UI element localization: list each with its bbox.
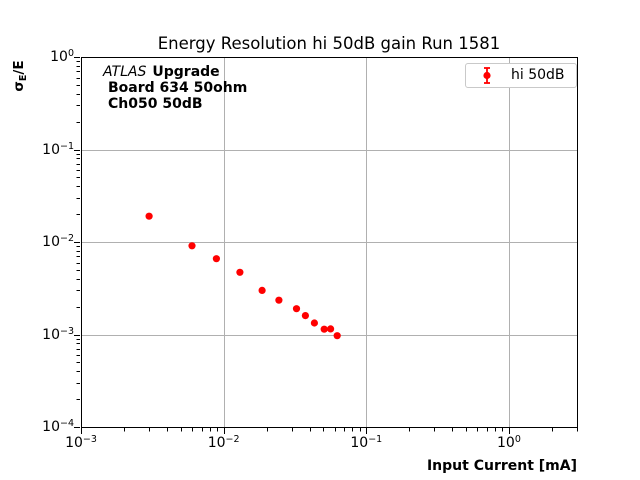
- chart-title: Energy Resolution hi 50dB gain Run 1581: [157, 34, 501, 53]
- ylabel-rest: /E: [11, 60, 27, 75]
- annotation-line-1: ATLAS Upgrade: [103, 64, 247, 80]
- data-point: [310, 319, 318, 327]
- ytick-label: 10−1: [42, 140, 74, 158]
- ylabel-subscript: E: [18, 74, 29, 82]
- data-point: [327, 325, 335, 333]
- data-point: [188, 242, 196, 250]
- annotation-atlas: ATLAS: [103, 64, 147, 80]
- data-point: [145, 212, 153, 220]
- data-point: [320, 325, 328, 333]
- data-point: [292, 305, 301, 313]
- data-point: [236, 268, 244, 276]
- xtick-label: 10−1: [350, 434, 383, 451]
- data-point: [333, 332, 341, 340]
- xtick-label: 10−3: [65, 434, 97, 451]
- errorbar-marker-icon: [483, 67, 491, 84]
- annotation-upgrade: Upgrade: [152, 64, 220, 80]
- ytick-label: 10−4: [42, 418, 74, 435]
- data-point: [301, 312, 309, 320]
- xtick-label: 10−2: [207, 434, 240, 451]
- ytick-label: 100: [50, 48, 74, 65]
- ytick-label: 10−2: [42, 233, 74, 250]
- xtick-label: 100: [497, 434, 521, 451]
- ytick-label: 10−3: [42, 325, 74, 343]
- y-axis-label: σE/E: [10, 53, 29, 99]
- annotation-channel: Ch050 50dB: [108, 96, 203, 112]
- ylabel-sigma: σ: [11, 81, 27, 92]
- legend-box: hi 50dB: [465, 63, 577, 88]
- data-point: [258, 286, 266, 294]
- annotation-board: Board 634 50ohm: [108, 80, 248, 96]
- x-axis-label: Input Current [mA]: [426, 458, 577, 474]
- legend-label: hi 50dB: [511, 67, 565, 83]
- data-point: [275, 296, 283, 304]
- annotation-block: ATLAS Upgrade Board 634 50ohm Ch050 50dB: [103, 64, 247, 112]
- data-point: [212, 255, 220, 263]
